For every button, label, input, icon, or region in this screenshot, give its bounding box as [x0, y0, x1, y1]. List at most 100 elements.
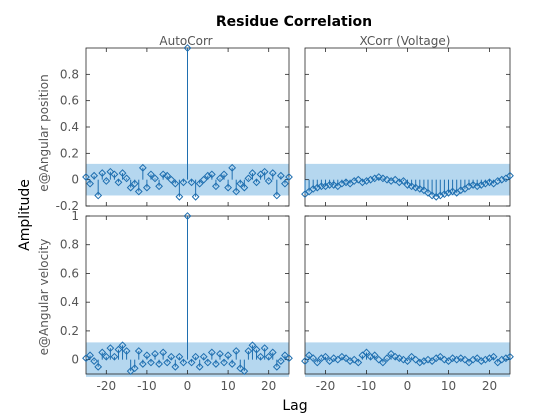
stem-marker: [179, 358, 188, 367]
stem-marker: [244, 174, 253, 183]
stem-marker: [501, 354, 510, 363]
stem-marker: [354, 175, 363, 184]
stem-marker: [321, 182, 330, 191]
subplot-3: -20 -10 0 10 20 0 0.2 0.4 0.6 0.8 1: [60, 209, 293, 393]
stem-marker: [276, 357, 285, 365]
stem-marker: [151, 349, 159, 358]
stem-marker: [448, 354, 457, 363]
stem-marker: [428, 191, 437, 200]
stem-marker: [415, 358, 424, 367]
stem-marker: [244, 347, 253, 355]
stem-marker: [163, 171, 172, 180]
stem-marker: [473, 354, 482, 363]
stem-marker: [485, 354, 494, 363]
x-tick-label: 20: [261, 379, 276, 393]
stem-marker: [147, 170, 155, 179]
stem-marker: [281, 179, 289, 188]
stem-marker: [138, 163, 147, 172]
stem-marker: [309, 354, 318, 363]
x-tick-label: -10: [137, 379, 157, 393]
stem-marker: [403, 357, 412, 365]
stem-marker: [272, 191, 281, 200]
stem-marker: [329, 354, 338, 363]
x-tick-label: -20: [96, 379, 116, 393]
stem-marker: [407, 352, 416, 361]
stem-marker: [236, 179, 245, 188]
stem-marker: [465, 182, 473, 191]
stem-marker: [436, 352, 445, 361]
stem-marker: [171, 362, 180, 371]
stem-marker: [199, 352, 208, 361]
stem-marker: [94, 191, 103, 200]
stem-marker: [350, 355, 359, 364]
stem-marker: [506, 352, 514, 361]
stem-marker: [228, 163, 237, 172]
subplot-4: -20 -10 0 10 20: [301, 215, 514, 393]
stem-marker: [191, 192, 200, 201]
stem-marker: [268, 348, 277, 357]
stem-marker: [98, 348, 107, 357]
stem-marker: [337, 352, 346, 361]
x-tick-label: -10: [357, 379, 377, 393]
stem-marker: [309, 184, 318, 193]
stem-marker: [383, 354, 391, 363]
stem-marker: [86, 179, 94, 188]
stem-marker: [195, 362, 204, 371]
stem-marker: [264, 352, 273, 361]
stem-marker: [329, 181, 338, 189]
stem-marker: [415, 184, 424, 193]
stem-marker: [395, 354, 404, 363]
stem-marker: [90, 171, 99, 180]
x-tick-label: 20: [482, 379, 497, 393]
stem-marker: [232, 187, 241, 196]
stem-marker: [175, 192, 184, 201]
stem-marker: [366, 175, 375, 184]
stem-marker: [497, 175, 506, 184]
stem-marker: [252, 345, 261, 354]
stem-marker: [432, 192, 441, 201]
stem-marker: [452, 355, 461, 364]
stem-marker: [440, 355, 449, 364]
stem-marker: [86, 351, 94, 360]
stem-marker: [220, 170, 228, 179]
stem-marker: [362, 348, 371, 357]
stem-marker: [342, 178, 350, 187]
subplot-1: -0.2 0 0.2 0.4 0.6 0.8: [56, 44, 293, 213]
y-tick-label: 0.8: [60, 238, 79, 252]
stem-marker: [126, 183, 135, 192]
stem-marker: [98, 169, 107, 177]
stem-marker: [142, 183, 151, 192]
stem-marker: [264, 177, 273, 185]
stem-marker: [220, 358, 228, 367]
stem-marker: [497, 355, 506, 364]
stem-marker: [171, 179, 180, 188]
stem-marker: [102, 177, 111, 185]
stem-marker: [395, 178, 404, 187]
stem-marker: [199, 175, 208, 184]
y-tick-label: 0.6: [60, 266, 79, 280]
stem-marker: [151, 174, 159, 183]
stem-marker: [506, 171, 514, 180]
y-tick-label: 0: [71, 173, 79, 187]
column-title-autocorr: AutoCorr: [159, 34, 212, 48]
stem-marker: [212, 182, 220, 191]
stem-marker: [110, 170, 119, 179]
x-tick-label: -20: [316, 379, 336, 393]
stem-marker: [399, 355, 408, 364]
stem-marker: [366, 352, 375, 361]
stem-marker: [436, 191, 445, 200]
stem-marker: [122, 347, 131, 355]
stem-marker: [276, 171, 285, 180]
stem-marker: [411, 183, 420, 192]
stem-marker: [224, 351, 233, 360]
y-tick-label: 0.4: [60, 120, 79, 134]
stem-marker: [106, 344, 115, 353]
stem-marker: [252, 178, 261, 187]
stem-marker: [203, 171, 212, 180]
y-tick-label: 0.6: [60, 94, 79, 108]
stem-marker: [167, 175, 176, 184]
stem-marker: [387, 177, 396, 185]
stem-marker: [473, 182, 482, 191]
stem-marker: [391, 352, 400, 361]
stem-marker: [240, 183, 249, 192]
